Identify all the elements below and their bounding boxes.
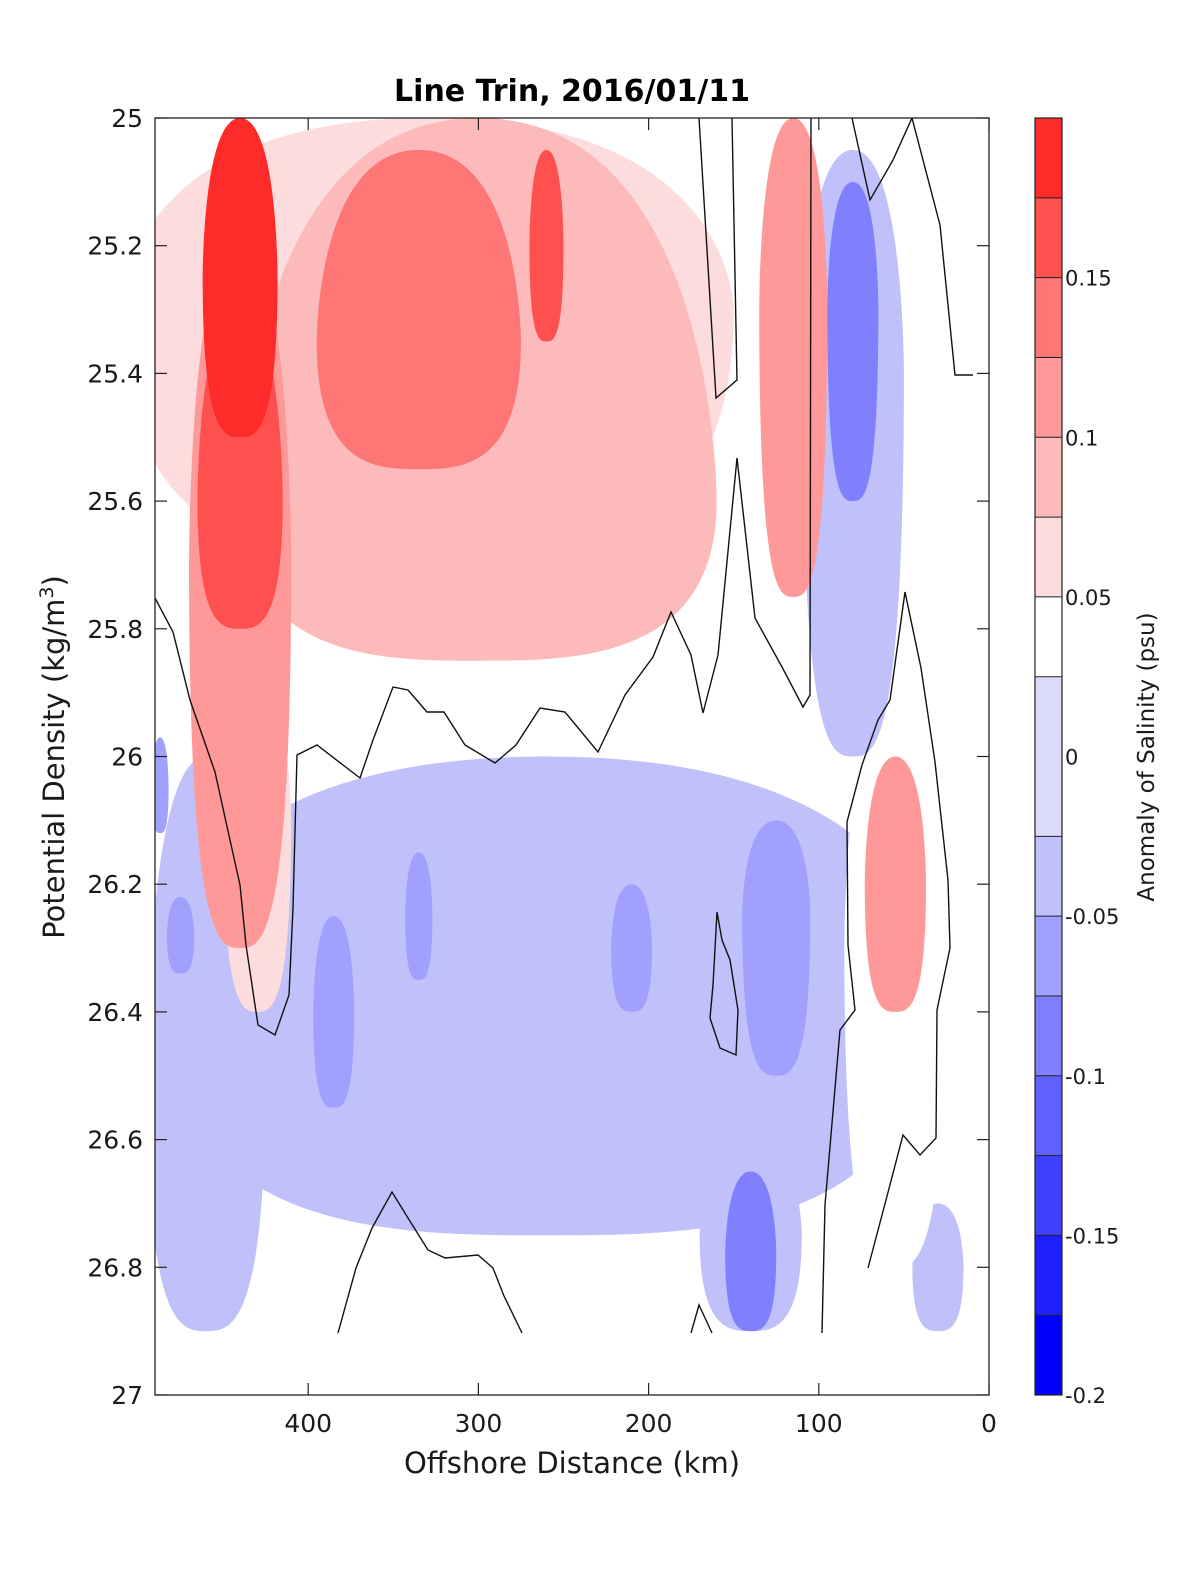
colorbar-tick-label: -0.1 (1065, 1065, 1106, 1089)
y-axis-label-main: Potential Density (kg/m (37, 599, 71, 939)
anomaly-patch (405, 852, 433, 980)
y-tick-label: 26.2 (87, 870, 143, 899)
anomaly-patch (827, 181, 879, 502)
colorbar-tick-label: -0.2 (1065, 1384, 1106, 1408)
x-axis-label: Offshore Distance (km) (404, 1446, 740, 1480)
anomaly-patch (725, 1171, 777, 1332)
y-tick-label: 26.8 (87, 1253, 143, 1282)
chart-title: Line Trin, 2016/01/11 (394, 74, 750, 109)
y-axis-label-close: ) (37, 575, 71, 586)
anomaly-patch (155, 756, 938, 1236)
y-tick-label: 25 (111, 104, 143, 133)
colorbar-tick-label: 0.05 (1065, 586, 1112, 610)
colorbar-swatch (1035, 995, 1062, 1076)
y-axis: 25 25.2 25.4 25.6 25.8 26 26.2 26.4 26.6 26.8 27 (87, 104, 989, 1410)
x-tick-label: 300 (455, 1409, 503, 1438)
anomaly-field (155, 118, 981, 1332)
anomaly-patch (313, 916, 355, 1108)
anomaly-patch (611, 884, 652, 1012)
anomaly-patch (529, 149, 564, 342)
anomaly-patch (202, 118, 278, 438)
x-axis: 400 300 200 100 0 (284, 118, 997, 1438)
colorbar-tick-label: 0.1 (1065, 426, 1098, 450)
zero-contour-line (821, 591, 951, 1334)
y-tick-label: 25.2 (87, 232, 143, 261)
colorbar-swatch (1035, 916, 1062, 996)
y-tick-label: 25.6 (87, 487, 143, 516)
y-tick-label: 27 (111, 1381, 143, 1410)
plot-area: 400 300 200 100 0 25 25.2 25.4 25.6 25.8 26 26.2 26… (87, 104, 997, 1438)
anomaly-patch (316, 149, 521, 470)
colorbar-swatch (1035, 596, 1062, 677)
colorbar-swatch (1035, 437, 1062, 518)
x-tick-label: 200 (625, 1409, 673, 1438)
y-tick-label: 26 (111, 743, 143, 772)
colorbar-swatch (1035, 1075, 1062, 1156)
colorbar-swatch (1035, 517, 1062, 597)
y-axis-label: Potential Density (kg/m3) (36, 575, 71, 939)
colorbar-tick-label: 0.15 (1065, 267, 1112, 291)
colorbar-tick-label: -0.15 (1065, 1224, 1119, 1248)
colorbar-swatch (1035, 676, 1062, 837)
colorbar-ticks: 0.15 0.1 0.05 0 -0.05 -0.1 -0.15 -0.2 (1035, 117, 1119, 1408)
y-axis-label-superscript: 3 (36, 586, 58, 598)
anomaly-patch (759, 118, 828, 597)
colorbar-tick-label: -0.05 (1065, 905, 1119, 929)
colorbar-swatch (1035, 197, 1062, 278)
zero-contour-line (337, 1190, 523, 1334)
anomaly-patch (929, 118, 981, 246)
colorbar: 0.15 0.1 0.05 0 -0.05 -0.1 -0.15 -0.2 Anomaly o… (1034, 117, 1160, 1408)
anomaly-patch (155, 737, 169, 834)
colorbar-swatch (1035, 1235, 1062, 1316)
y-tick-label: 25.4 (87, 359, 143, 388)
colorbar-label: Anomaly of Salinity (psu) (1134, 612, 1160, 901)
x-tick-label: 100 (795, 1409, 843, 1438)
zero-contour-line (155, 118, 812, 1037)
y-tick-label: 25.8 (87, 615, 143, 644)
zero-contour-line (698, 118, 738, 400)
colorbar-swatch (1035, 357, 1062, 438)
colorbar-swatch (1035, 118, 1062, 198)
anomaly-patch (742, 820, 811, 1076)
colorbar-frame (1034, 117, 1063, 1396)
zero-contour-line (851, 118, 973, 376)
zero-contour-lines (155, 118, 973, 1334)
colorbar-swatch (1035, 1155, 1062, 1236)
colorbar-swatch (1035, 277, 1062, 358)
colorbar-swatches (1035, 118, 1062, 1395)
y-tick-label: 26.4 (87, 998, 143, 1027)
anomaly-patch (166, 896, 195, 974)
y-tick-label: 26.6 (87, 1126, 143, 1155)
x-tick-label: 400 (284, 1409, 332, 1438)
zero-contour-line (690, 1303, 713, 1334)
anomaly-patch (864, 756, 927, 1012)
colorbar-swatch (1035, 836, 1062, 917)
x-tick-label: 0 (981, 1409, 997, 1438)
zero-contour-line (709, 911, 739, 1057)
colorbar-swatch (1035, 1315, 1062, 1395)
colorbar-tick-label: 0 (1065, 746, 1078, 770)
